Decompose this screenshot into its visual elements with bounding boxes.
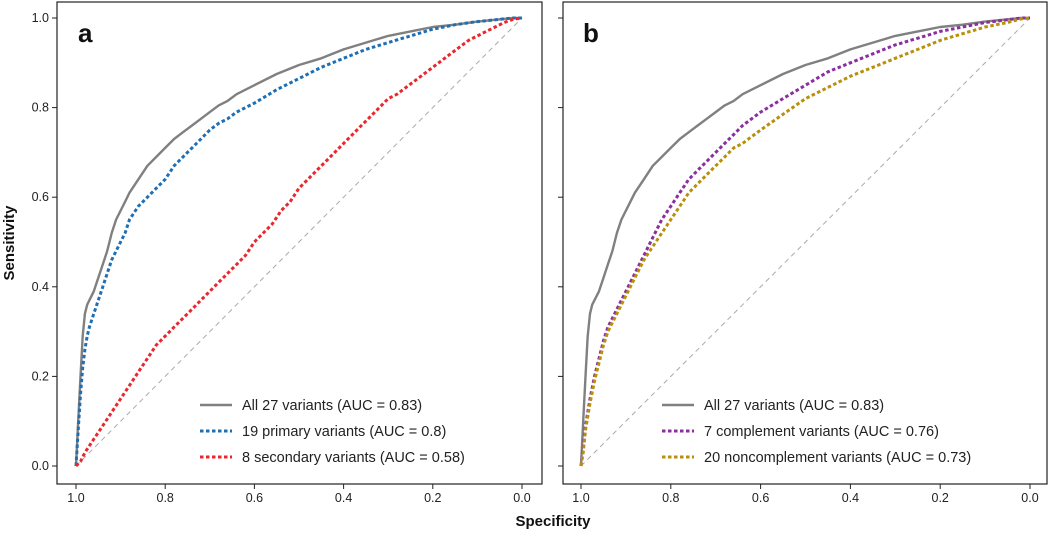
x-tick-label: 0.6	[246, 491, 263, 505]
legend-label-1: All 27 variants (AUC = 0.83)	[704, 398, 884, 414]
series-line-1	[579, 16, 1030, 467]
x-tick-label: 0.4	[335, 491, 352, 505]
series-line-3	[74, 16, 523, 468]
panel-b-frame	[562, 1, 1048, 485]
panel-a-frame	[56, 1, 543, 485]
x-tick-label: 0.2	[932, 491, 949, 505]
x-tick-label: 0.4	[842, 491, 859, 505]
y-tick-label: 0.0	[32, 459, 49, 473]
series-line-2	[74, 16, 522, 467]
diagonal-reference	[75, 17, 523, 467]
panel-a: a 1.0 0.8 0.6 0.4 0.2 0.0 0.0 0.2 0.4 0.6 0.8 1.0 A…	[32, 1, 543, 505]
panel-a-letter: a	[78, 18, 93, 48]
legend-label-2: 19 primary variants (AUC = 0.8)	[242, 424, 446, 440]
series-line-3	[579, 16, 1031, 467]
y-tick-label: 0.8	[32, 101, 49, 115]
series-line-1	[74, 16, 522, 467]
panel-b-legend: All 27 variants (AUC = 0.83) 7 complement…	[662, 398, 971, 466]
y-tick-label: 0.2	[32, 369, 49, 383]
y-tick-label: 0.6	[32, 190, 49, 204]
panel-b-reference-line	[580, 17, 1031, 467]
x-tick-label: 0.6	[752, 491, 769, 505]
panel-a-legend: All 27 variants (AUC = 0.83) 19 primary v…	[200, 398, 465, 466]
x-tick-label: 0.0	[513, 491, 530, 505]
x-tick-label: 0.2	[424, 491, 441, 505]
panel-a-reference-line	[75, 17, 523, 467]
panel-b: b 1.0 0.8 0.6 0.4 0.2 0.0 All 27 variants (AU…	[558, 1, 1048, 505]
x-tick-label: 1.0	[67, 491, 84, 505]
legend-label-2: 7 complement variants (AUC = 0.76)	[704, 424, 939, 440]
x-tick-label: 0.0	[1021, 491, 1038, 505]
y-tick-label: 0.4	[32, 280, 49, 294]
y-axis-label: Sensitivity	[1, 205, 18, 281]
x-tick-label: 1.0	[572, 491, 589, 505]
x-tick-label: 0.8	[662, 491, 679, 505]
panel-b-letter: b	[583, 18, 599, 48]
diagonal-reference	[580, 17, 1031, 467]
legend-label-1: All 27 variants (AUC = 0.83)	[242, 398, 422, 414]
x-axis-label: Specificity	[515, 513, 591, 530]
legend-label-3: 8 secondary variants (AUC = 0.58)	[242, 450, 465, 466]
legend-label-3: 20 noncomplement variants (AUC = 0.73)	[704, 450, 971, 466]
x-tick-label: 0.8	[157, 491, 174, 505]
y-tick-label: 1.0	[32, 11, 49, 25]
